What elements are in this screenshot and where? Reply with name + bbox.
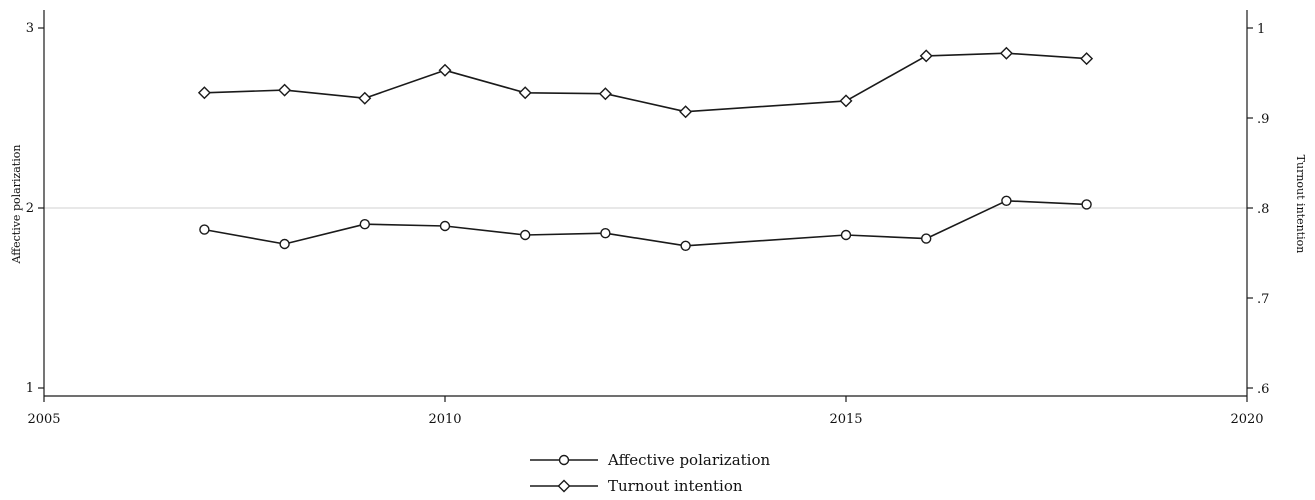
y-tick-label: 2 bbox=[26, 201, 34, 216]
data-point bbox=[999, 46, 1013, 60]
data-point bbox=[600, 227, 611, 239]
data-point bbox=[520, 229, 531, 241]
x-tick-label: 2010 bbox=[428, 412, 461, 427]
legend: Affective polarization Turnout intention bbox=[530, 451, 770, 495]
right-axis-title: Turnout intention bbox=[1294, 155, 1307, 254]
legend-item: Affective polarization bbox=[530, 451, 770, 469]
x-tick-label: 2015 bbox=[829, 412, 862, 427]
data-point bbox=[518, 86, 532, 100]
data-point bbox=[598, 87, 612, 101]
y-tick-label: 3 bbox=[26, 21, 34, 36]
series-0 bbox=[199, 195, 1092, 252]
legend-marker bbox=[557, 479, 571, 493]
axes bbox=[43, 10, 1248, 397]
y2-tick-label: .6 bbox=[1257, 382, 1269, 397]
series bbox=[197, 46, 1094, 252]
data-point bbox=[438, 63, 452, 77]
data-point bbox=[1001, 195, 1012, 207]
data-point bbox=[839, 94, 853, 108]
x-tick-label: 2005 bbox=[27, 412, 60, 427]
series-1 bbox=[197, 46, 1094, 119]
data-point bbox=[358, 91, 372, 105]
data-point bbox=[680, 240, 691, 252]
y-tick-label: 1 bbox=[26, 381, 34, 396]
data-point bbox=[840, 229, 852, 241]
series-line bbox=[204, 52, 1087, 113]
data-point bbox=[279, 238, 290, 250]
data-point bbox=[1081, 199, 1092, 210]
data-point bbox=[359, 218, 370, 230]
data-point bbox=[921, 233, 932, 244]
y2-tick-label: .8 bbox=[1257, 202, 1269, 217]
left-axis-title: Affective polarization bbox=[10, 145, 23, 265]
legend-label: Affective polarization bbox=[607, 451, 770, 469]
legend-item: Turnout intention bbox=[530, 477, 743, 495]
legend-label: Turnout intention bbox=[608, 477, 743, 495]
axis-ticks: 1 2 3 .6 .7 .8 .9 1 2005 2010 2015 2020 bbox=[26, 21, 1270, 427]
x-tick-label: 2020 bbox=[1230, 412, 1263, 427]
data-point bbox=[199, 224, 210, 235]
data-point bbox=[197, 86, 211, 100]
data-point bbox=[919, 49, 933, 63]
data-point bbox=[439, 220, 451, 232]
legend-marker bbox=[558, 454, 570, 466]
y2-tick-label: 1 bbox=[1257, 22, 1265, 37]
data-point bbox=[278, 83, 292, 97]
y2-tick-label: .7 bbox=[1257, 292, 1269, 307]
data-point bbox=[1080, 52, 1094, 66]
data-point bbox=[679, 105, 693, 119]
y2-tick-label: .9 bbox=[1257, 112, 1269, 127]
